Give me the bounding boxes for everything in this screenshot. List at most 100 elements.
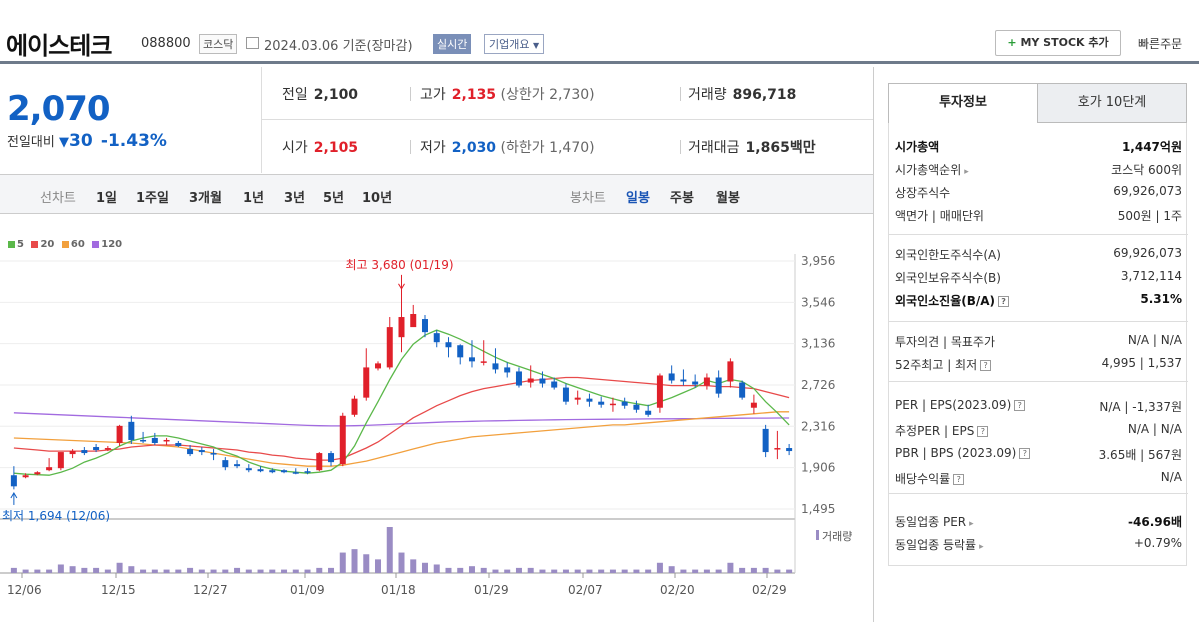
investment-info-panel: 투자정보 호가 10단계 시가총액 1,447억원 시가총액순위 ▸ 코스닥 600위… [873, 67, 1199, 622]
volume-bar [104, 569, 111, 573]
volume-bar [46, 569, 53, 573]
volume-bar [433, 564, 440, 573]
tab-investment-info[interactable]: 투자정보 [888, 83, 1038, 123]
tab-1y[interactable]: 1년 [243, 191, 265, 206]
y-tick-label: 3,136 [801, 337, 835, 351]
tab-3m[interactable]: 3개월 [189, 191, 222, 206]
candle-body [187, 449, 194, 455]
candle-chart-label: 봉차트 [570, 191, 606, 206]
tab-5y[interactable]: 5년 [323, 191, 345, 206]
candle-body [598, 401, 605, 405]
tab-1w[interactable]: 1주일 [136, 191, 169, 206]
volume-bar [457, 567, 464, 573]
candle-body [562, 387, 569, 402]
high-arrow-head [398, 283, 405, 290]
volume-bar [680, 569, 687, 573]
chevron-down-icon: ▼ [532, 41, 540, 50]
current-price-box: 2,070 전일대비 ▼30 -1.43% [0, 67, 262, 173]
candle-body [22, 475, 29, 478]
volume-bar [715, 569, 722, 573]
help-icon[interactable]: ? [998, 296, 1010, 307]
volume-bar [621, 569, 628, 573]
tab-3y[interactable]: 3년 [284, 191, 306, 206]
help-icon[interactable]: ? [1014, 400, 1026, 411]
realtime-button[interactable]: 실시간 [433, 34, 472, 54]
company-info-dropdown[interactable]: 기업개요 ▼ [484, 34, 545, 54]
tab-1d[interactable]: 1일 [96, 191, 118, 206]
tab-daily[interactable]: 일봉 [626, 191, 650, 206]
industry-per-row[interactable]: 동일업종 PER ▸ -46.96배 [895, 515, 1182, 529]
tab-orderbook[interactable]: 호가 10단계 [1037, 83, 1187, 123]
chevron-right-icon: ▸ [964, 167, 969, 177]
volume-bar [128, 566, 135, 573]
volume-bar [375, 559, 382, 573]
industry-rate-row[interactable]: 동일업종 등락률 ▸ +0.79% [895, 536, 1182, 552]
volume-bar [81, 567, 88, 573]
dividend-row: 배당수익률? N/A [895, 470, 1182, 486]
tab-10y[interactable]: 10년 [362, 191, 393, 206]
add-mystock-button[interactable]: + MY STOCK 추가 [995, 30, 1121, 56]
high-price: 고가 2,135 (상한가 2,730) [420, 87, 595, 103]
candle-body [398, 317, 405, 338]
x-tick-label: 02/29 [752, 583, 787, 597]
volume-bar [504, 569, 511, 573]
current-price: 2,070 [7, 89, 111, 129]
candle-body [351, 398, 358, 415]
tab-monthly[interactable]: 월봉 [716, 191, 740, 206]
candle-body [316, 453, 323, 471]
y-tick-label: 3,956 [801, 254, 835, 268]
volume-bar [163, 569, 170, 573]
chevron-right-icon: ▸ [979, 542, 984, 552]
volume-bar [151, 569, 158, 573]
volume-bar [551, 569, 558, 573]
ma60-line [13, 411, 790, 467]
price-change: 전일대비 ▼30 -1.43% [7, 131, 167, 151]
x-tick-label: 02/20 [660, 583, 695, 597]
legend-ma20: 20 [31, 239, 54, 250]
volume: 거래량 896,718 [688, 87, 797, 103]
down-triangle-icon: ▼ [58, 135, 69, 150]
volume-bar [574, 569, 581, 573]
chart-period-tabs: 선차트 1일 1주일 3개월 1년 3년 5년 10년 봉차트 일봉 주봉 월봉 [0, 174, 873, 214]
volume-bar [281, 569, 288, 573]
volume-bar [598, 569, 605, 573]
volume-bar [93, 567, 100, 573]
volume-bar [328, 567, 335, 573]
candle-body [269, 470, 276, 473]
quick-order-button[interactable]: 빠른주문 [1138, 37, 1183, 51]
volume-bar [586, 569, 593, 573]
x-tick-label: 01/18 [381, 583, 416, 597]
foreign-ratio-row: 외국인소진율(B/A)? 5.31% [895, 292, 1182, 308]
help-icon[interactable]: ? [977, 426, 989, 437]
candle-body [762, 428, 769, 453]
candle-body [339, 415, 346, 465]
y-tick-label: 2,726 [801, 378, 835, 392]
high-annotation: 최고 3,680 (01/19) [346, 258, 454, 272]
volume-bar [633, 569, 640, 573]
candle-body [81, 450, 88, 454]
volume-bar [692, 569, 699, 573]
x-tick-label: 12/15 [101, 583, 136, 597]
market-cap-rank-row[interactable]: 시가총액순위 ▸ 코스닥 600위 [895, 163, 1182, 177]
y-tick-label: 2,316 [801, 419, 835, 433]
y-tick-label: 1,906 [801, 461, 835, 475]
candle-body [93, 447, 100, 451]
help-icon[interactable]: ? [953, 474, 965, 485]
tab-weekly[interactable]: 주봉 [670, 191, 694, 206]
stock-code: 088800 [141, 36, 191, 51]
help-icon[interactable]: ? [1019, 448, 1031, 459]
volume-label: 거래량 [822, 530, 852, 543]
volume-bar [421, 562, 428, 573]
ma120-line [13, 412, 790, 427]
stock-name: 에이스테크 [6, 32, 112, 60]
candle-body [750, 402, 757, 408]
candle-body [480, 361, 487, 363]
volume-bar [304, 569, 311, 573]
help-icon[interactable]: ? [980, 360, 992, 371]
opinion-row: 투자의견 | 목표주가 N/A | N/A [895, 333, 1182, 349]
foreign-limit-row: 외국인한도주식수(A) 69,926,073 [895, 246, 1182, 262]
volume-bar [703, 569, 710, 573]
candle-body [375, 363, 382, 369]
calendar-icon [246, 37, 259, 49]
candle-body [609, 403, 616, 406]
